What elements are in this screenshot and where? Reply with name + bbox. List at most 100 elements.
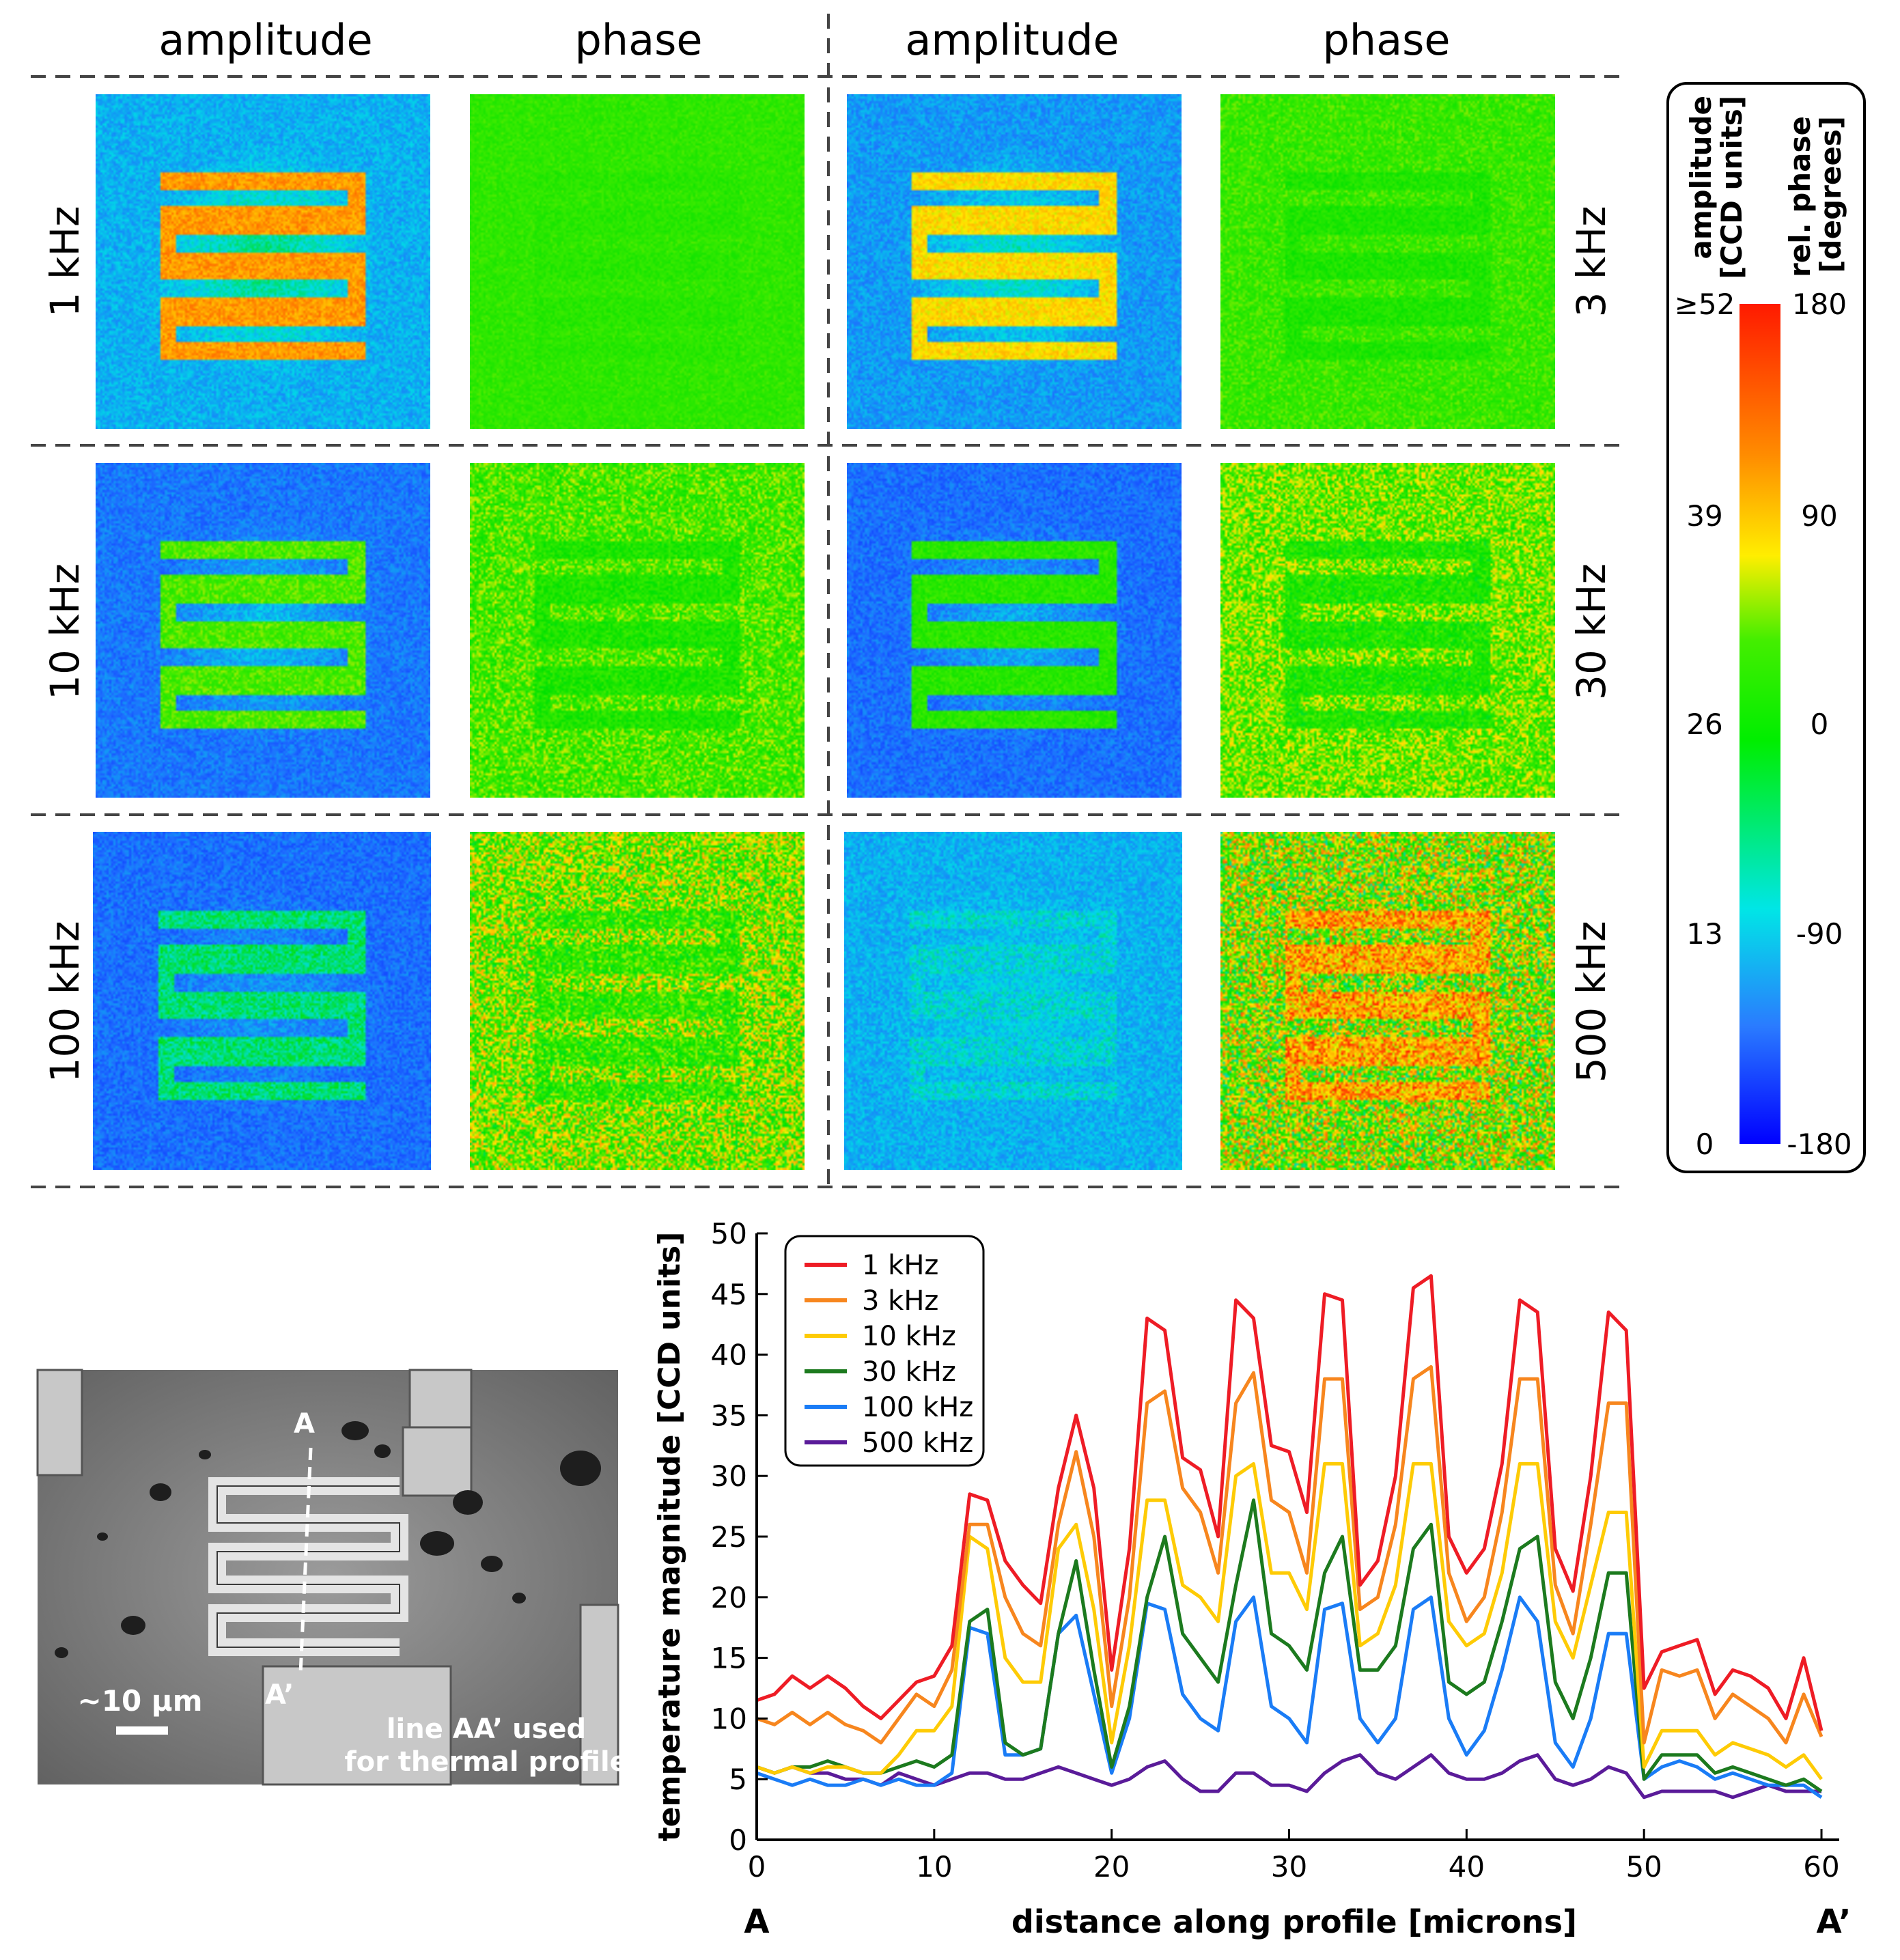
colorbar-phase-tick: -90 xyxy=(1796,917,1843,951)
y-tick-label: 50 xyxy=(711,1217,747,1250)
amplitude-map-10khz xyxy=(96,463,430,798)
row-label-right: 30 kHz xyxy=(1568,563,1615,700)
x-tick-label: 0 xyxy=(748,1850,766,1884)
y-tick-label: 20 xyxy=(711,1581,747,1614)
chart-axes: 0 5 10 15 20 25 30 35 40 45 50 0 10 20 30 40 50 60 xyxy=(711,1217,1840,1884)
colorbar-phase-tick: 0 xyxy=(1811,708,1829,741)
colorbar-amplitude-tick: 13 xyxy=(1686,917,1722,951)
legend-label: 500 kHz xyxy=(862,1427,973,1459)
x-tick-label: 20 xyxy=(1093,1850,1130,1884)
series-line-30khz xyxy=(756,1498,1823,1793)
debris-spot xyxy=(420,1531,454,1556)
colorbar-amplitude-tick: ≥52 xyxy=(1675,288,1735,321)
debris-spot xyxy=(481,1556,503,1572)
legend-label: 10 kHz xyxy=(862,1321,956,1352)
amplitude-map-3khz xyxy=(847,94,1182,429)
chart-series-group xyxy=(756,1274,1824,1800)
debris-spot xyxy=(121,1616,145,1635)
colorbar-phase-tick: 180 xyxy=(1792,288,1847,321)
phase-map-3khz xyxy=(1220,94,1555,429)
phase-map-30khz xyxy=(1220,463,1555,798)
micrograph-debris xyxy=(55,1421,601,1658)
optical-micrograph: A A’ ~10 μm line AA’ used for thermal pr… xyxy=(36,1369,628,1786)
row-label-right: 500 kHz xyxy=(1568,921,1615,1083)
micrograph-label-a-prime: A’ xyxy=(265,1679,294,1711)
debris-spot xyxy=(374,1444,391,1458)
x-tick-label: 10 xyxy=(916,1850,952,1884)
colorbar-legend: amplitude [CCD units] rel. phase [degree… xyxy=(1666,82,1866,1173)
colorbar-amplitude-tick: 26 xyxy=(1686,708,1722,741)
x-tick-label: 30 xyxy=(1271,1850,1307,1884)
amplitude-map-500khz xyxy=(844,832,1182,1170)
x-axis-label: distance along profile [microns] xyxy=(1011,1903,1577,1940)
debris-spot xyxy=(97,1532,108,1541)
contact-pad xyxy=(262,1665,452,1786)
debris-spot xyxy=(453,1490,483,1515)
column-header-amplitude-right: amplitude xyxy=(905,15,1119,65)
x-start-label: A xyxy=(744,1903,769,1941)
thermal-maps xyxy=(93,94,1555,1170)
micrograph-pads xyxy=(36,1369,619,1786)
legend-label: 30 kHz xyxy=(862,1356,956,1388)
colorbar-phase-title: rel. phase xyxy=(1783,116,1817,277)
debris-spot xyxy=(560,1451,601,1486)
phase-map-1khz xyxy=(470,94,805,429)
x-end-label: A’ xyxy=(1817,1903,1852,1941)
phase-map-500khz xyxy=(1220,832,1555,1170)
y-tick-label: 5 xyxy=(729,1763,747,1796)
y-tick-label: 0 xyxy=(729,1823,747,1857)
legend-label: 3 kHz xyxy=(862,1285,938,1317)
scale-bar-label: ~10 μm xyxy=(78,1684,203,1718)
micrograph-label-a: A xyxy=(294,1408,315,1440)
contact-pad xyxy=(579,1604,619,1786)
colorbar-amplitude-tick: 0 xyxy=(1696,1128,1714,1161)
column-header-phase-right: phase xyxy=(1322,15,1450,65)
debris-spot xyxy=(150,1483,171,1501)
colorbar-amplitude-unit: [CCD units] xyxy=(1715,96,1748,279)
y-axis-label: temperature magnitude [CCD units] xyxy=(652,1232,687,1842)
amplitude-map-1khz xyxy=(96,94,430,429)
colorbar-amplitude-title: amplitude xyxy=(1684,96,1718,260)
amplitude-map-100khz xyxy=(93,832,431,1170)
legend-label: 100 kHz xyxy=(862,1392,973,1423)
row-label-left: 10 kHz xyxy=(42,563,88,700)
colorbar-frame xyxy=(1666,82,1866,1173)
colorbar-gradient xyxy=(1740,304,1780,1144)
y-tick-label: 10 xyxy=(711,1702,747,1735)
micrograph-caption-line2: for thermal profile xyxy=(344,1746,628,1778)
row-label-left: 1 kHz xyxy=(42,206,88,318)
column-header-amplitude-left: amplitude xyxy=(158,15,372,65)
colorbar-phase-tick: -180 xyxy=(1787,1128,1852,1161)
contact-pad xyxy=(402,1426,473,1497)
colorbar-amplitude-tick: 39 xyxy=(1686,499,1722,533)
series-line-3khz xyxy=(756,1364,1824,1745)
debris-spot xyxy=(55,1647,68,1658)
colorbar-phase-tick: 90 xyxy=(1801,499,1837,533)
series-line-10khz xyxy=(756,1461,1824,1780)
phase-map-10khz xyxy=(470,463,805,798)
colorbar-phase-unit: [degrees] xyxy=(1814,116,1847,273)
column-header-phase-left: phase xyxy=(574,15,702,65)
row-label-left: 100 kHz xyxy=(42,921,88,1083)
debris-spot xyxy=(199,1450,211,1459)
legend-label: 1 kHz xyxy=(862,1250,938,1281)
micrograph-caption-line1: line AA’ used xyxy=(387,1713,586,1745)
phase-map-100khz xyxy=(470,832,805,1170)
x-tick-label: 50 xyxy=(1625,1850,1662,1884)
chart-legend: 1 kHz 3 kHz 10 kHz 30 kHz 100 kHz 500 kHz xyxy=(784,1235,985,1467)
row-label-right: 3 kHz xyxy=(1568,206,1615,318)
y-tick-label: 15 xyxy=(711,1642,747,1675)
y-tick-label: 25 xyxy=(711,1520,747,1554)
scale-bar xyxy=(116,1726,168,1735)
series-line-1khz xyxy=(756,1274,1824,1731)
panel-grid-separators xyxy=(31,14,1625,1188)
debris-spot xyxy=(512,1593,526,1604)
y-tick-label: 30 xyxy=(711,1459,747,1493)
amplitude-map-30khz xyxy=(847,463,1182,798)
legend-entries: 1 kHz 3 kHz 10 kHz 30 kHz 100 kHz 500 kHz xyxy=(805,1250,973,1459)
temperature-profile-chart: 0 5 10 15 20 25 30 35 40 45 50 0 10 20 30 40 50 60 temper… xyxy=(652,1217,1851,1941)
debris-spot xyxy=(341,1421,369,1440)
y-tick-label: 35 xyxy=(711,1399,747,1432)
